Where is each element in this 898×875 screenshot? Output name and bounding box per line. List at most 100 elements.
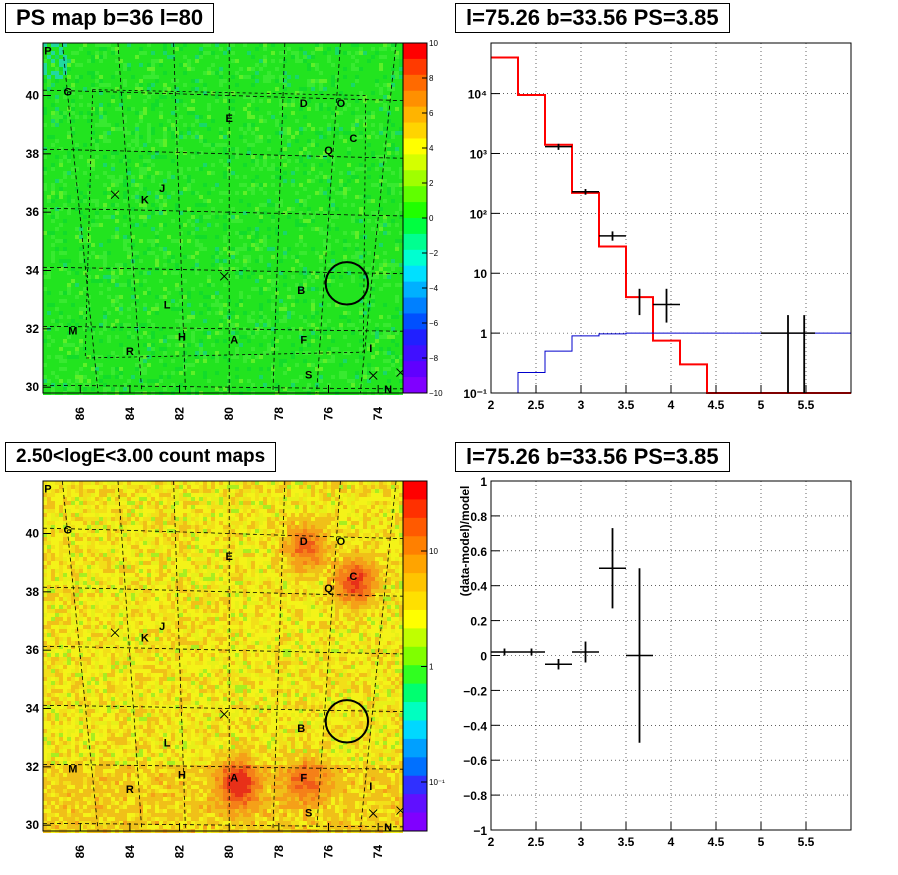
map-pixel [215, 91, 219, 95]
map-pixel [203, 251, 207, 255]
map-pixel [139, 43, 143, 47]
map-pixel [67, 339, 71, 343]
map-pixel [83, 255, 87, 259]
map-pixel [203, 379, 207, 383]
map-pixel [79, 219, 83, 223]
map-pixel [207, 279, 211, 283]
map-pixel [227, 215, 231, 219]
map-pixel [211, 355, 215, 359]
map-pixel [111, 183, 115, 187]
map-pixel [87, 211, 91, 215]
map-pixel [163, 363, 167, 367]
map-pixel [75, 191, 79, 195]
map-pixel [107, 115, 111, 119]
map-pixel [207, 199, 211, 203]
map-pixel [163, 239, 167, 243]
map-pixel [211, 127, 215, 131]
map-pixel [143, 347, 147, 351]
map-pixel [95, 63, 99, 67]
map-pixel [223, 315, 227, 319]
map-pixel [255, 147, 259, 151]
map-pixel [111, 379, 115, 383]
map-pixel [87, 171, 91, 175]
map-pixel [167, 119, 171, 123]
map-pixel [183, 43, 187, 47]
map-pixel [95, 331, 99, 335]
map-pixel [47, 171, 51, 175]
map-pixel [175, 75, 179, 79]
map-pixel [155, 291, 159, 295]
map-pixel [47, 299, 51, 303]
map-pixel [71, 291, 75, 295]
map-pixel [119, 123, 123, 127]
map-pixel [167, 79, 171, 83]
map-pixel [247, 79, 251, 83]
map-pixel [171, 291, 175, 295]
map-pixel [67, 71, 71, 75]
map-pixel [59, 327, 63, 331]
map-pixel [251, 107, 255, 111]
map-pixel [63, 355, 67, 359]
map-pixel [243, 87, 247, 91]
map-pixel [243, 327, 247, 331]
map-pixel [51, 287, 55, 291]
map-pixel [119, 339, 123, 343]
map-pixel [119, 151, 123, 155]
map-pixel [75, 215, 79, 219]
map-pixel [47, 355, 51, 359]
map-pixel [67, 299, 71, 303]
map-pixel [255, 119, 259, 123]
map-pixel [235, 107, 239, 111]
map-pixel [63, 79, 67, 83]
map-pixel [223, 283, 227, 287]
map-pixel [215, 279, 219, 283]
map-pixel [267, 267, 271, 271]
map-pixel [115, 123, 119, 127]
map-pixel [263, 291, 267, 295]
map-pixel [143, 343, 147, 347]
map-pixel [59, 183, 63, 187]
map-pixel [211, 343, 215, 347]
map-pixel [195, 359, 199, 363]
map-pixel [163, 283, 167, 287]
map-pixel [235, 359, 239, 363]
map-pixel [171, 315, 175, 319]
map-pixel [195, 295, 199, 299]
map-pixel [267, 75, 271, 79]
map-pixel [239, 359, 243, 363]
map-pixel [247, 183, 251, 187]
map-pixel [207, 191, 211, 195]
map-pixel [243, 59, 247, 63]
map-pixel [155, 115, 159, 119]
map-pixel [55, 91, 59, 95]
map-pixel [75, 387, 79, 391]
map-pixel [239, 47, 243, 51]
map-pixel [111, 331, 115, 335]
map-pixel [119, 355, 123, 359]
map-pixel [203, 59, 207, 63]
map-pixel [187, 75, 191, 79]
map-pixel [95, 335, 99, 339]
map-pixel [83, 303, 87, 307]
map-pixel [179, 179, 183, 183]
map-pixel [107, 295, 111, 299]
map-pixel [195, 363, 199, 367]
map-pixel [135, 67, 139, 71]
map-pixel [139, 47, 143, 51]
map-pixel [183, 107, 187, 111]
map-pixel [219, 239, 223, 243]
map-pixel [207, 223, 211, 227]
map-pixel [79, 239, 83, 243]
map-pixel [43, 347, 47, 351]
map-pixel [187, 147, 191, 151]
map-pixel [207, 79, 211, 83]
map-pixel [171, 43, 175, 47]
map-pixel [139, 131, 143, 135]
map-pixel [103, 163, 107, 167]
map-pixel [263, 259, 267, 263]
map-pixel [131, 375, 135, 379]
map-pixel [111, 155, 115, 159]
map-pixel [99, 63, 103, 67]
map-pixel [71, 151, 75, 155]
map-pixel [139, 71, 143, 75]
